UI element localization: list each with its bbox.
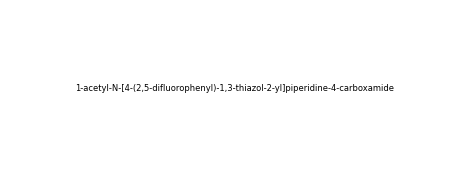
Text: 1-acetyl-N-[4-(2,5-difluorophenyl)-1,3-thiazol-2-yl]piperidine-4-carboxamide: 1-acetyl-N-[4-(2,5-difluorophenyl)-1,3-t… [75,84,394,93]
